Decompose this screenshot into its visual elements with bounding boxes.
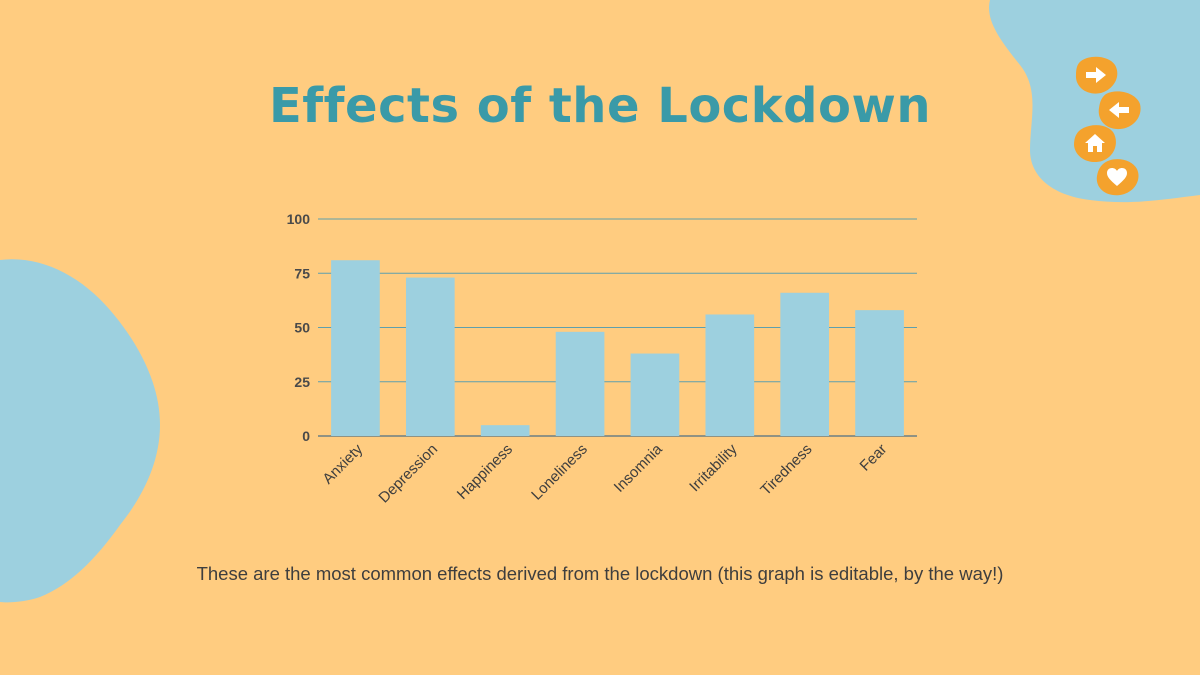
top-right-blob [989, 0, 1200, 203]
x-tick-label: Insomnia [611, 440, 667, 496]
heart-icon [1107, 168, 1127, 186]
bar-tiredness [780, 292, 830, 436]
x-tick-label: Tiredness [757, 441, 815, 499]
y-tick-label: 100 [287, 211, 311, 227]
slide-title: Effects of the Lockdown [268, 78, 932, 134]
x-tick-label: Irritability [686, 440, 741, 495]
slide-caption: These are the most common effects derive… [196, 563, 1004, 584]
bar-fear [855, 310, 904, 436]
x-tick-label: Fear [857, 441, 891, 475]
y-tick-label: 25 [294, 374, 310, 390]
x-tick-label: Depression [375, 441, 441, 507]
home-button[interactable] [1072, 123, 1118, 163]
y-tick-label: 0 [302, 428, 310, 444]
left-blob [0, 259, 160, 603]
x-tick-label: Loneliness [528, 441, 591, 504]
bar-loneliness [555, 331, 605, 436]
bar-happiness [480, 425, 530, 436]
arrow-right-icon [1086, 67, 1106, 83]
x-tick-label: Anxiety [319, 440, 366, 487]
y-tick-label: 75 [294, 265, 310, 281]
bar-depression [405, 277, 455, 436]
bar-insomnia [630, 353, 680, 436]
bar-irritability [705, 314, 755, 436]
previous-slide-button[interactable] [1096, 90, 1142, 130]
favorite-button[interactable] [1094, 157, 1140, 197]
bar-anxiety [331, 260, 380, 436]
arrow-left-icon [1109, 102, 1129, 118]
next-slide-button[interactable] [1073, 55, 1119, 95]
x-tick-label: Happiness [454, 441, 516, 503]
y-tick-label: 50 [294, 320, 310, 336]
home-icon [1085, 134, 1105, 152]
